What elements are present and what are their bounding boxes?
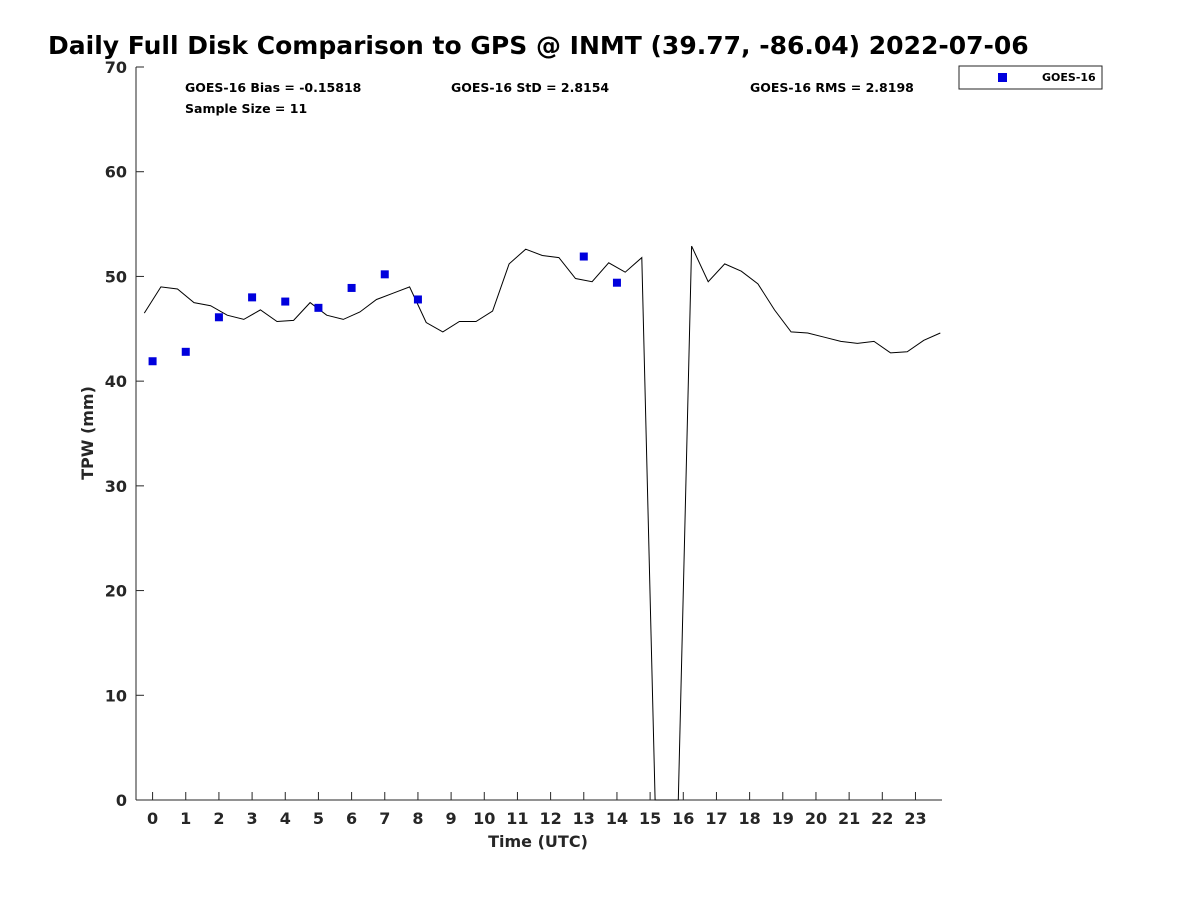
- legend-box: [958, 65, 1103, 90]
- y-tick-label: 30: [105, 477, 127, 496]
- x-tick-label: 21: [838, 809, 860, 828]
- x-tick-label: 10: [473, 809, 495, 828]
- y-tick-label: 20: [105, 582, 127, 601]
- x-tick-label: 7: [379, 809, 390, 828]
- stat-std: GOES-16 StD = 2.8154: [451, 80, 609, 95]
- x-tick-label: 5: [313, 809, 324, 828]
- x-tick-label: 11: [506, 809, 528, 828]
- x-axis-label: Time (UTC): [488, 832, 588, 851]
- goes16-point: [347, 283, 356, 292]
- x-tick-label: 23: [904, 809, 926, 828]
- chart-title: Daily Full Disk Comparison to GPS @ INMT…: [48, 31, 1029, 60]
- x-tick-label: 12: [539, 809, 561, 828]
- y-ticks: 0 10 20 30 40 50 60 70: [105, 58, 144, 810]
- legend-marker-goes16: [998, 73, 1007, 82]
- y-axis-label: TPW (mm): [78, 386, 97, 480]
- goes16-point: [612, 278, 621, 287]
- legend: GOES-16: [958, 65, 1103, 90]
- x-tick-label: 13: [573, 809, 595, 828]
- goes16-point: [380, 270, 389, 279]
- x-tick-label: 0: [147, 809, 158, 828]
- x-tick-label: 15: [639, 809, 661, 828]
- goes16-point: [314, 303, 323, 312]
- goes16-point: [413, 295, 422, 304]
- x-tick-label: 6: [346, 809, 357, 828]
- y-tick-label: 70: [105, 58, 127, 77]
- stat-sample-size: Sample Size = 11: [185, 101, 307, 116]
- x-tick-label: 4: [280, 809, 291, 828]
- x-tick-label: 19: [772, 809, 794, 828]
- legend-label-goes16: GOES-16: [1042, 71, 1096, 84]
- goes16-point: [148, 357, 157, 366]
- x-tick-label: 14: [606, 809, 628, 828]
- goes16-point: [214, 313, 223, 322]
- x-ticks: 0 1 2 3 4 5 6 7 8 9 10 11 12 13 14 15 16 17 18 19 20 21 22 23: [147, 792, 927, 828]
- x-tick-label: 9: [446, 809, 457, 828]
- goes16-point: [579, 252, 588, 261]
- x-tick-label: 16: [672, 809, 694, 828]
- y-tick-label: 50: [105, 267, 127, 286]
- y-tick-label: 10: [105, 686, 127, 705]
- x-tick-label: 8: [412, 809, 423, 828]
- x-tick-label: 18: [738, 809, 760, 828]
- y-tick-label: 0: [116, 791, 127, 810]
- stat-rms: GOES-16 RMS = 2.8198: [750, 80, 914, 95]
- x-tick-label: 20: [805, 809, 827, 828]
- series-layer: [143, 245, 941, 801]
- stat-bias: GOES-16 Bias = -0.15818: [185, 80, 361, 95]
- x-tick-label: 3: [247, 809, 258, 828]
- x-tick-label: 22: [871, 809, 893, 828]
- gps-tpw-line: [143, 245, 941, 801]
- x-tick-label: 1: [180, 809, 191, 828]
- x-tick-label: 2: [213, 809, 224, 828]
- goes16-point: [248, 293, 257, 302]
- x-tick-label: 17: [705, 809, 727, 828]
- goes16-point: [281, 297, 290, 306]
- goes16-point: [181, 347, 190, 356]
- y-tick-label: 40: [105, 372, 127, 391]
- y-tick-label: 60: [105, 163, 127, 182]
